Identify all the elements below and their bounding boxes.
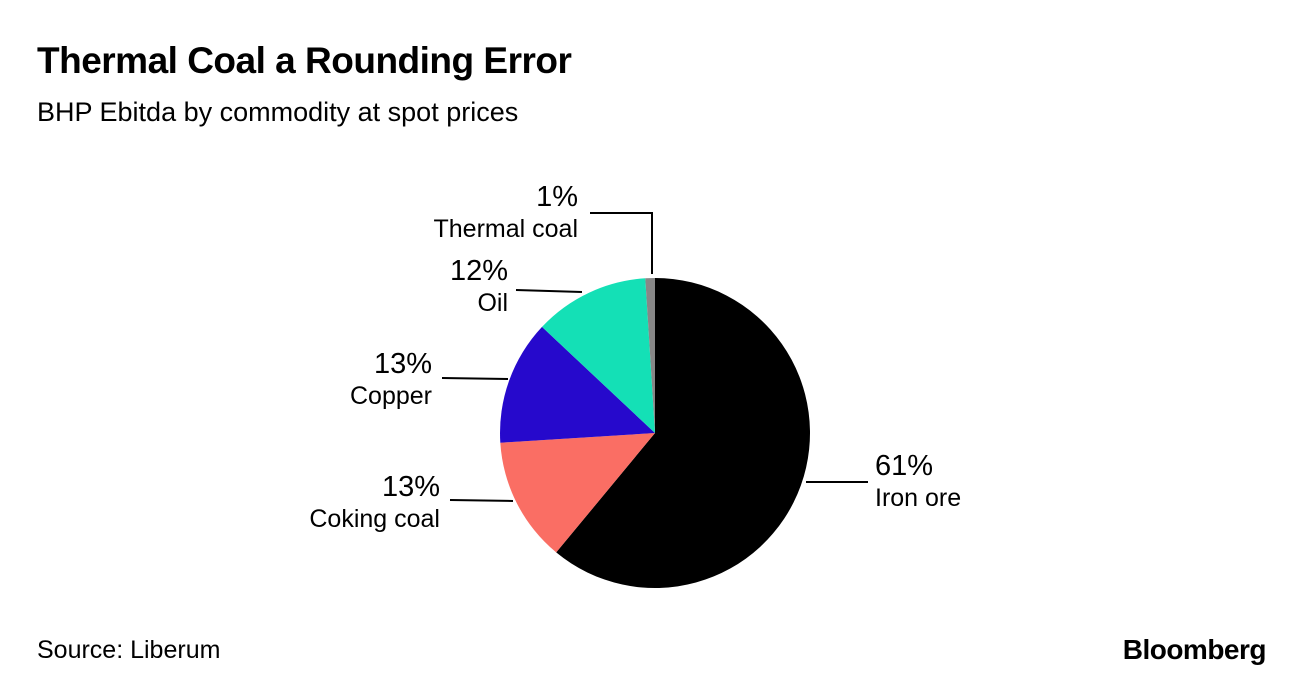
slice-label-thermal-coal: 1% Thermal coal	[434, 180, 579, 244]
leader-line-thermal-coal	[590, 212, 653, 274]
slice-name-oil: Oil	[477, 289, 508, 317]
source-text: Source: Liberum	[37, 636, 221, 664]
pie-slice-coking-coal	[500, 433, 655, 553]
pie-slice-iron-ore	[556, 278, 811, 588]
bloomberg-logo: Bloomberg	[1122, 634, 1267, 665]
slice-label-oil: 12% Oil	[450, 254, 508, 318]
slice-name-copper: Copper	[350, 382, 432, 410]
slice-label-iron-ore: 61% Iron ore	[875, 449, 961, 513]
slice-name-coking-coal: Coking coal	[309, 505, 440, 533]
leader-line-coking-coal	[449, 499, 514, 502]
slice-pct-iron-ore: 61%	[875, 450, 934, 482]
slice-name-iron-ore: Iron ore	[875, 484, 962, 512]
pie-slices-group	[500, 278, 811, 588]
pie-slice-thermal-coal	[645, 278, 655, 433]
slice-label-copper: 13% Copper	[350, 347, 432, 411]
pie-slice-oil	[542, 278, 655, 433]
slice-name-thermal-coal: Thermal coal	[433, 215, 579, 243]
leader-line-oil	[515, 289, 583, 293]
leader-line-copper	[441, 377, 509, 380]
slice-pct-coking-coal: 13%	[381, 471, 440, 503]
pie-slice-copper	[500, 326, 655, 443]
chart-title: Thermal Coal a Rounding Error	[37, 40, 572, 81]
slice-pct-copper: 13%	[373, 348, 432, 380]
chart-subtitle: BHP Ebitda by commodity at spot prices	[37, 97, 519, 127]
leader-lines-group	[441, 212, 868, 502]
slice-pct-thermal-coal: 1%	[536, 181, 578, 213]
slice-pct-oil: 12%	[449, 255, 508, 287]
slice-label-coking-coal: 13% Coking coal	[309, 470, 440, 534]
